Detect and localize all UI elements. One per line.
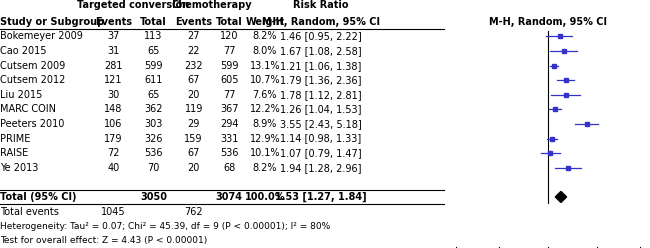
Text: 20: 20 <box>187 163 200 173</box>
Text: Events: Events <box>95 17 132 27</box>
Text: Total: Total <box>140 17 167 27</box>
Text: 65: 65 <box>148 90 160 100</box>
Text: 1.79 [1.36, 2.36]: 1.79 [1.36, 2.36] <box>280 75 361 85</box>
Text: 599: 599 <box>220 61 239 71</box>
Text: MARC COIN: MARC COIN <box>0 104 56 114</box>
Text: 100.0%: 100.0% <box>244 192 285 202</box>
Text: 294: 294 <box>220 119 239 129</box>
Text: 326: 326 <box>144 134 163 144</box>
Text: 67: 67 <box>187 75 200 85</box>
Text: 119: 119 <box>185 104 203 114</box>
Text: 281: 281 <box>104 61 123 71</box>
Text: 1.07 [0.79, 1.47]: 1.07 [0.79, 1.47] <box>280 148 361 158</box>
Text: Liu 2015: Liu 2015 <box>0 90 42 100</box>
Text: Risk Ratio: Risk Ratio <box>293 0 348 10</box>
Text: Ye 2013: Ye 2013 <box>0 163 38 173</box>
Text: Events: Events <box>176 17 212 27</box>
Text: 3074: 3074 <box>216 192 243 202</box>
Text: Peeters 2010: Peeters 2010 <box>0 119 64 129</box>
Text: 7.6%: 7.6% <box>253 90 277 100</box>
Text: 3050: 3050 <box>140 192 167 202</box>
Polygon shape <box>555 191 567 202</box>
Text: 8.2%: 8.2% <box>253 31 277 41</box>
Text: Cutsem 2012: Cutsem 2012 <box>0 75 66 85</box>
Text: 77: 77 <box>223 46 235 56</box>
Text: 29: 29 <box>187 119 200 129</box>
Text: M-H, Random, 95% CI: M-H, Random, 95% CI <box>261 17 380 27</box>
Text: 159: 159 <box>185 134 203 144</box>
Text: Targeted conversion: Targeted conversion <box>77 0 190 10</box>
Text: 1.67 [1.08, 2.58]: 1.67 [1.08, 2.58] <box>280 46 361 56</box>
Text: 70: 70 <box>148 163 160 173</box>
Text: 605: 605 <box>220 75 239 85</box>
Text: Heterogeneity: Tau² = 0.07; Chi² = 45.39, df = 9 (P < 0.00001); I² = 80%: Heterogeneity: Tau² = 0.07; Chi² = 45.39… <box>0 222 330 231</box>
Text: 31: 31 <box>107 46 120 56</box>
Text: Test for overall effect: Z = 4.43 (P < 0.00001): Test for overall effect: Z = 4.43 (P < 0… <box>0 236 207 245</box>
Text: 113: 113 <box>144 31 162 41</box>
Text: 331: 331 <box>220 134 239 144</box>
Text: 8.9%: 8.9% <box>253 119 277 129</box>
Text: 22: 22 <box>187 46 200 56</box>
Text: 8.0%: 8.0% <box>253 46 277 56</box>
Text: Total events: Total events <box>0 207 59 217</box>
Text: RAISE: RAISE <box>0 148 28 158</box>
Text: 599: 599 <box>144 61 163 71</box>
Text: 1.26 [1.04, 1.53]: 1.26 [1.04, 1.53] <box>280 104 361 114</box>
Text: 106: 106 <box>105 119 123 129</box>
Text: 120: 120 <box>220 31 239 41</box>
Text: 121: 121 <box>104 75 123 85</box>
Text: 1045: 1045 <box>101 207 126 217</box>
Text: 67: 67 <box>187 148 200 158</box>
Text: Bokemeyer 2009: Bokemeyer 2009 <box>0 31 83 41</box>
Text: 77: 77 <box>223 90 235 100</box>
Text: Cao 2015: Cao 2015 <box>0 46 47 56</box>
Text: 27: 27 <box>187 31 200 41</box>
Text: 8.2%: 8.2% <box>253 163 277 173</box>
Text: 68: 68 <box>223 163 235 173</box>
Text: 1.14 [0.98, 1.33]: 1.14 [0.98, 1.33] <box>280 134 361 144</box>
Text: 362: 362 <box>144 104 163 114</box>
Text: 1.53 [1.27, 1.84]: 1.53 [1.27, 1.84] <box>275 192 367 202</box>
Text: 1.21 [1.06, 1.38]: 1.21 [1.06, 1.38] <box>280 61 361 71</box>
Text: 10.1%: 10.1% <box>250 148 280 158</box>
Text: 303: 303 <box>144 119 162 129</box>
Text: 232: 232 <box>185 61 203 71</box>
Text: PRIME: PRIME <box>0 134 31 144</box>
Text: 10.7%: 10.7% <box>250 75 280 85</box>
Text: 20: 20 <box>187 90 200 100</box>
Text: 72: 72 <box>107 148 120 158</box>
Text: 3.55 [2.43, 5.18]: 3.55 [2.43, 5.18] <box>280 119 361 129</box>
Text: Total: Total <box>216 17 242 27</box>
Text: 536: 536 <box>144 148 163 158</box>
Text: 148: 148 <box>105 104 123 114</box>
Text: 1.46 [0.95, 2.22]: 1.46 [0.95, 2.22] <box>280 31 361 41</box>
Text: 179: 179 <box>104 134 123 144</box>
Text: 1.78 [1.12, 2.81]: 1.78 [1.12, 2.81] <box>280 90 361 100</box>
Text: 762: 762 <box>185 207 203 217</box>
Text: 65: 65 <box>148 46 160 56</box>
Text: Weight: Weight <box>245 17 285 27</box>
Text: 30: 30 <box>107 90 120 100</box>
Text: 13.1%: 13.1% <box>250 61 280 71</box>
Text: 12.2%: 12.2% <box>250 104 280 114</box>
Text: 1.94 [1.28, 2.96]: 1.94 [1.28, 2.96] <box>280 163 361 173</box>
Text: M-H, Random, 95% CI: M-H, Random, 95% CI <box>489 17 606 27</box>
Text: 40: 40 <box>107 163 120 173</box>
Text: Study or Subgroup: Study or Subgroup <box>0 17 104 27</box>
Text: 611: 611 <box>144 75 162 85</box>
Text: 367: 367 <box>220 104 239 114</box>
Text: 12.9%: 12.9% <box>250 134 280 144</box>
Text: Total (95% CI): Total (95% CI) <box>0 192 77 202</box>
Text: Chemotherapy: Chemotherapy <box>171 0 252 10</box>
Text: Cutsem 2009: Cutsem 2009 <box>0 61 65 71</box>
Text: 37: 37 <box>107 31 120 41</box>
Text: 536: 536 <box>220 148 239 158</box>
